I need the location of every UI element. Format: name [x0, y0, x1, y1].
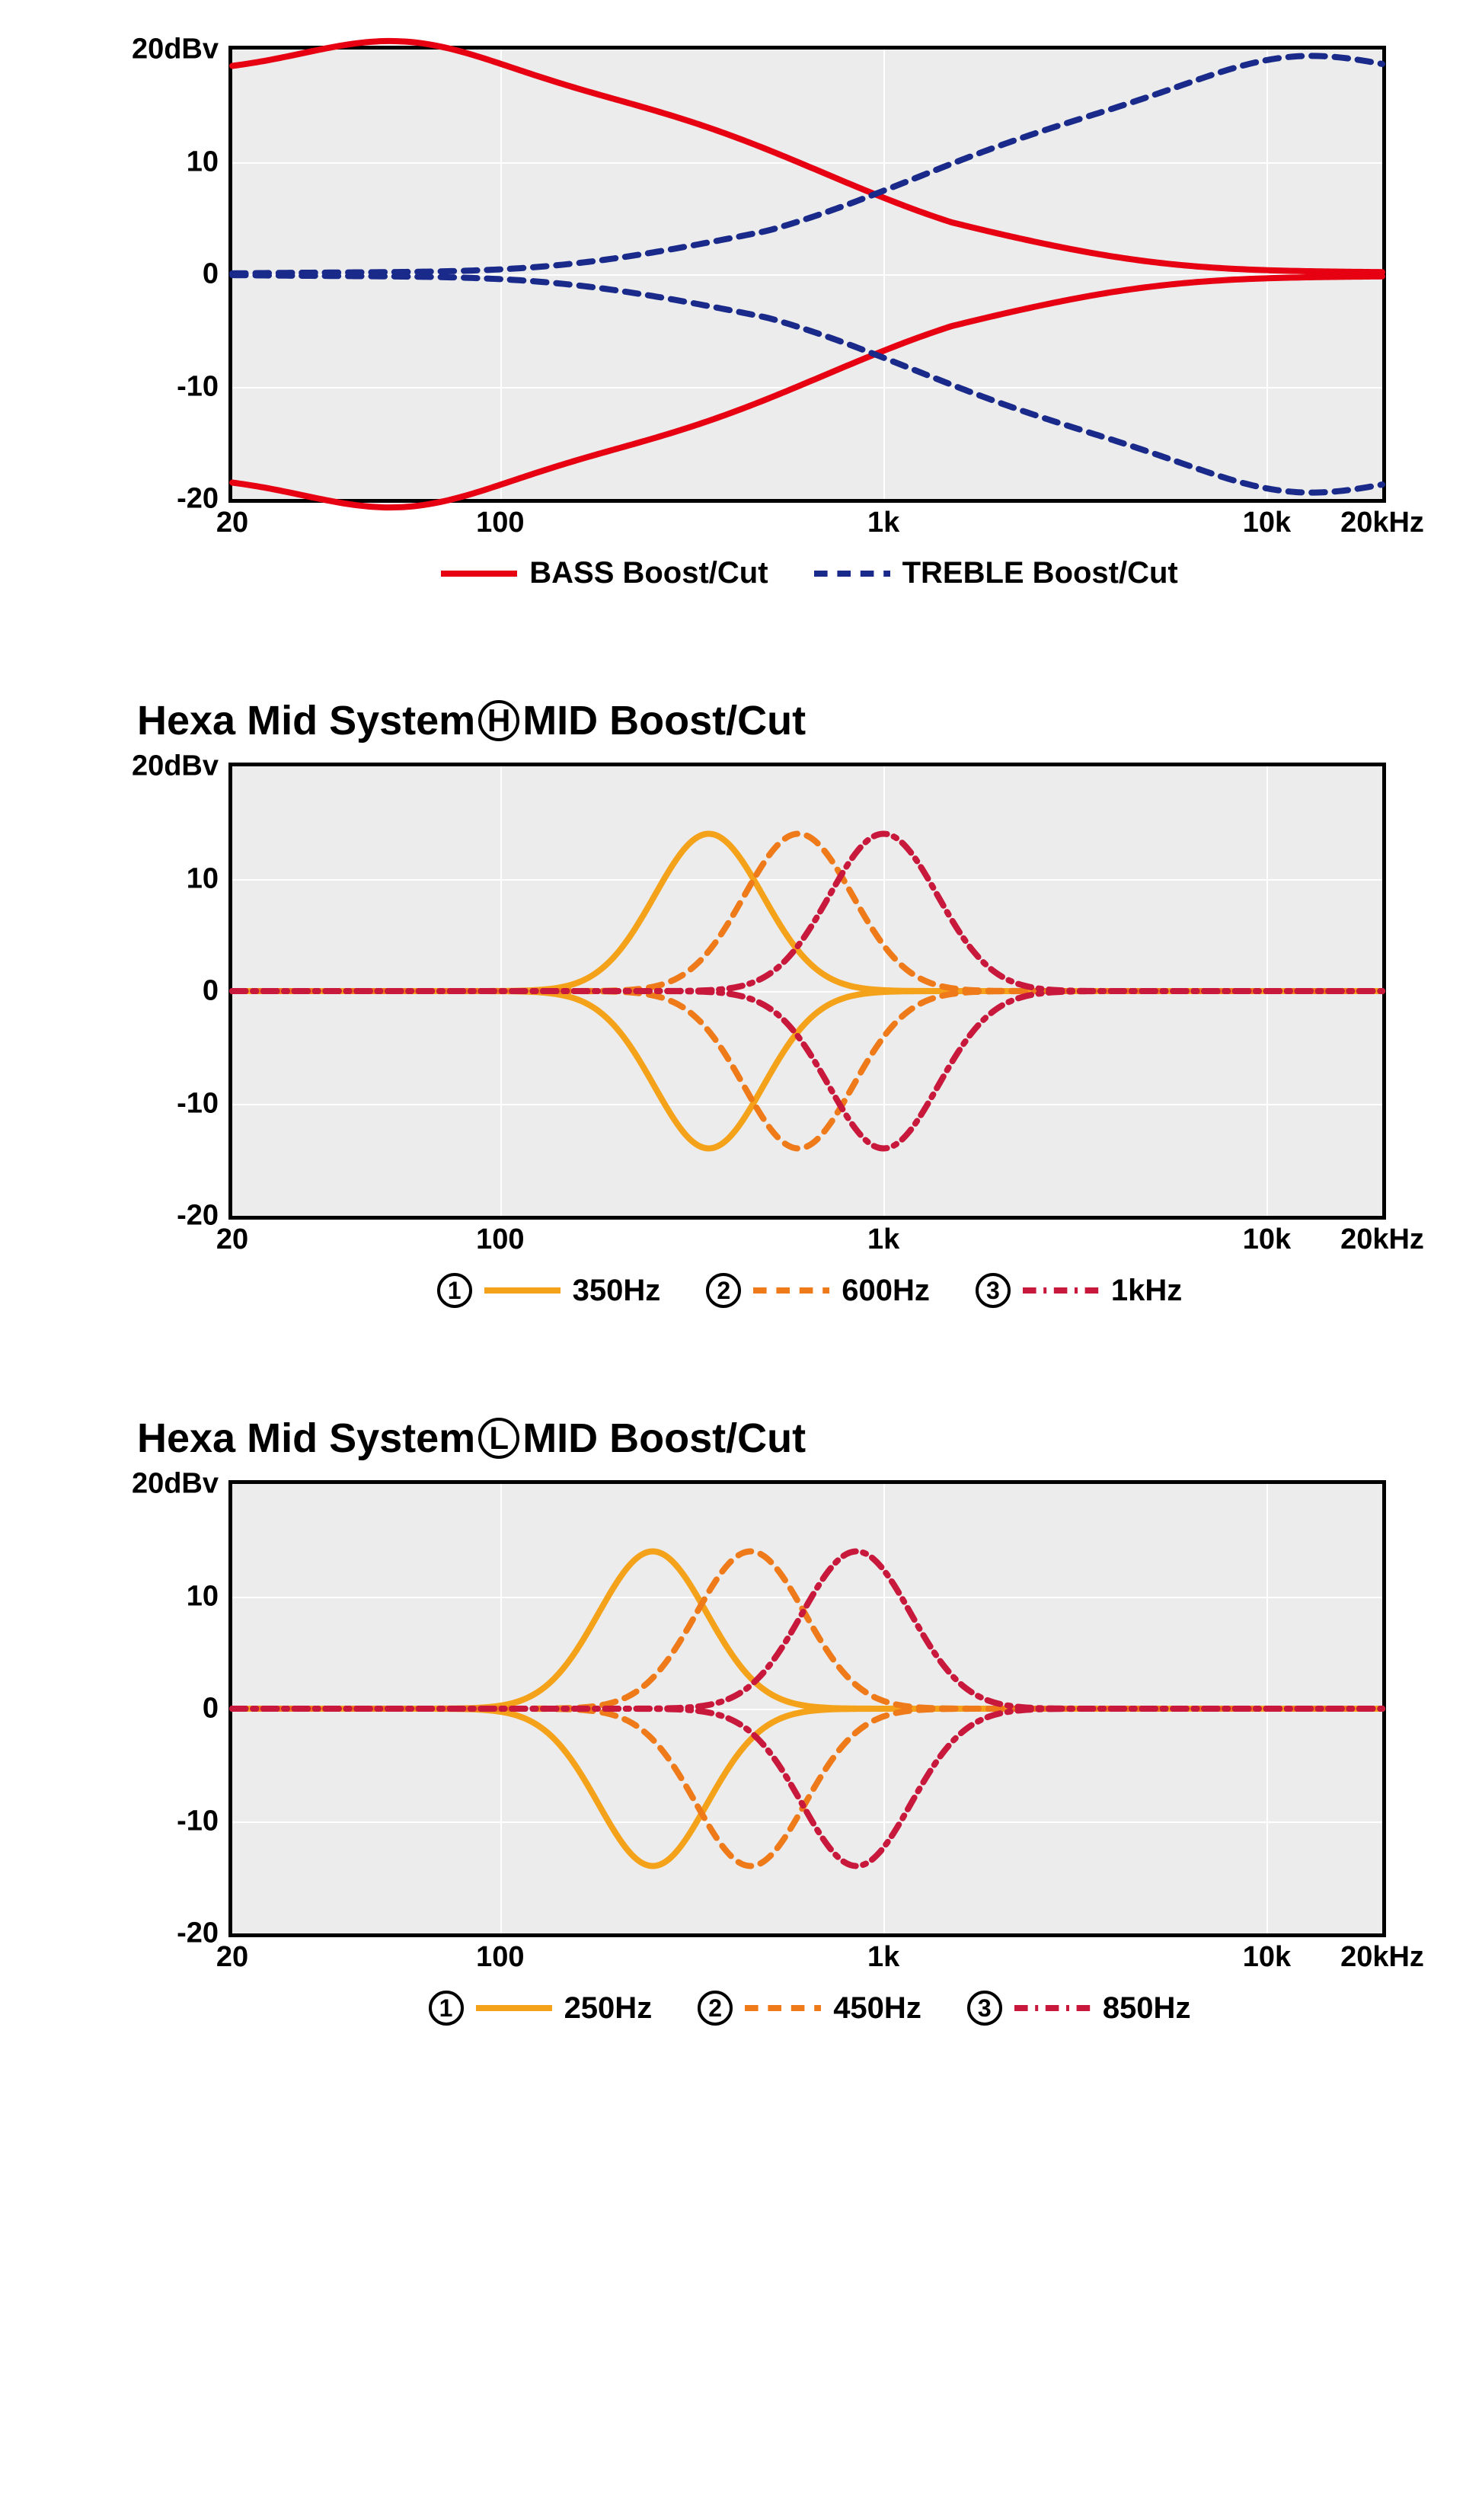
legend-label: TREBLE Boost/Cut — [902, 556, 1178, 590]
legend-swatch — [484, 1283, 561, 1298]
plot-area: 20dBv100-10-20201001k10k20kHz — [228, 763, 1386, 1220]
chart-bass-treble: 20dBv100-10-20201001k10k20kHz BASS Boost… — [91, 46, 1391, 590]
y-tick-label: 20dBv — [132, 1468, 219, 1501]
legend-number: 3 — [976, 1273, 1011, 1308]
legend-number: 3 — [967, 1991, 1002, 2026]
x-tick-label: 20 — [216, 1223, 248, 1256]
legend-item: 2 600Hz — [706, 1273, 930, 1308]
x-tick-label: 100 — [476, 1223, 524, 1256]
legend-label: 850Hz — [1103, 1991, 1191, 2026]
legend-item: 3 850Hz — [967, 1991, 1191, 2026]
x-tick-label: 20kHz — [1340, 1223, 1424, 1256]
x-tick-label: 1k — [867, 1223, 899, 1256]
legend-swatch — [476, 2000, 552, 2016]
x-tick-label: 100 — [476, 1941, 524, 1974]
legend-label: 250Hz — [564, 1991, 653, 2026]
x-tick-label: 10k — [1243, 1223, 1291, 1256]
y-tick-label: 0 — [203, 1693, 219, 1725]
title-pre: Hexa Mid System — [137, 697, 475, 744]
chart-title: Hexa Mid System H MID Boost/Cut — [137, 697, 1391, 744]
legend-number: 2 — [706, 1273, 741, 1308]
title-circled-letter: L — [478, 1418, 519, 1459]
x-tick-label: 1k — [867, 1941, 899, 1974]
title-pre: Hexa Mid System — [137, 1415, 475, 1462]
x-tick-label: 20kHz — [1340, 1941, 1424, 1974]
y-tick-label: -20 — [177, 483, 219, 516]
legend-label: 450Hz — [833, 1991, 921, 2026]
y-tick-label: -20 — [177, 1917, 219, 1950]
legend-item: 2 450Hz — [698, 1991, 921, 2026]
x-tick-label: 20 — [216, 507, 248, 539]
legend-number: 1 — [437, 1273, 472, 1308]
legend: BASS Boost/Cut TREBLE Boost/Cut — [228, 556, 1391, 590]
title-circled-letter: H — [478, 700, 519, 741]
y-tick-label: 20dBv — [132, 750, 219, 783]
legend-item: BASS Boost/Cut — [441, 556, 768, 590]
y-tick-label: 10 — [187, 862, 219, 895]
y-tick-label: 0 — [203, 975, 219, 1008]
y-tick-label: -20 — [177, 1200, 219, 1233]
plot-area: 20dBv100-10-20201001k10k20kHz — [228, 46, 1386, 503]
title-post: MID Boost/Cut — [522, 697, 806, 744]
y-tick-label: -10 — [177, 1087, 219, 1120]
page: 20dBv100-10-20201001k10k20kHz BASS Boost… — [0, 0, 1482, 2224]
legend-label: 1kHz — [1111, 1274, 1182, 1308]
x-tick-label: 100 — [476, 507, 524, 539]
chart-hexa-l: Hexa Mid System L MID Boost/Cut 20dBv100… — [91, 1415, 1391, 2026]
legend-label: BASS Boost/Cut — [529, 556, 768, 590]
legend-label: 350Hz — [573, 1274, 661, 1308]
title-post: MID Boost/Cut — [522, 1415, 806, 1462]
y-tick-label: 10 — [187, 1580, 219, 1613]
legend-item: 1 250Hz — [429, 1991, 653, 2026]
chart-title: Hexa Mid System L MID Boost/Cut — [137, 1415, 1391, 1462]
chart-hexa-h: Hexa Mid System H MID Boost/Cut 20dBv100… — [91, 697, 1391, 1308]
x-tick-label: 10k — [1243, 507, 1291, 539]
legend-item: 3 1kHz — [976, 1273, 1182, 1308]
legend-label: 600Hz — [842, 1274, 930, 1308]
legend-swatch — [1014, 2000, 1091, 2016]
y-tick-label: 10 — [187, 146, 219, 178]
legend: 1 250Hz 2 450Hz 3 850Hz — [228, 1991, 1391, 2026]
y-tick-label: 20dBv — [132, 34, 219, 66]
plot-area: 20dBv100-10-20201001k10k20kHz — [228, 1480, 1386, 1937]
x-tick-label: 10k — [1243, 1941, 1291, 1974]
y-tick-label: -10 — [177, 1805, 219, 1837]
legend-swatch — [1023, 1283, 1099, 1298]
x-tick-label: 20kHz — [1340, 507, 1424, 539]
legend-item: 1 350Hz — [437, 1273, 661, 1308]
x-tick-label: 1k — [867, 507, 899, 539]
legend-swatch — [745, 2000, 821, 2016]
legend-number: 1 — [429, 1991, 464, 2026]
y-tick-label: 0 — [203, 258, 219, 291]
legend: 1 350Hz 2 600Hz 3 1kHz — [228, 1273, 1391, 1308]
legend-swatch — [441, 566, 517, 581]
x-tick-label: 20 — [216, 1941, 248, 1974]
y-tick-label: -10 — [177, 370, 219, 403]
legend-number: 2 — [698, 1991, 733, 2026]
legend-swatch — [814, 566, 890, 581]
legend-swatch — [753, 1283, 829, 1298]
legend-item: TREBLE Boost/Cut — [814, 556, 1178, 590]
